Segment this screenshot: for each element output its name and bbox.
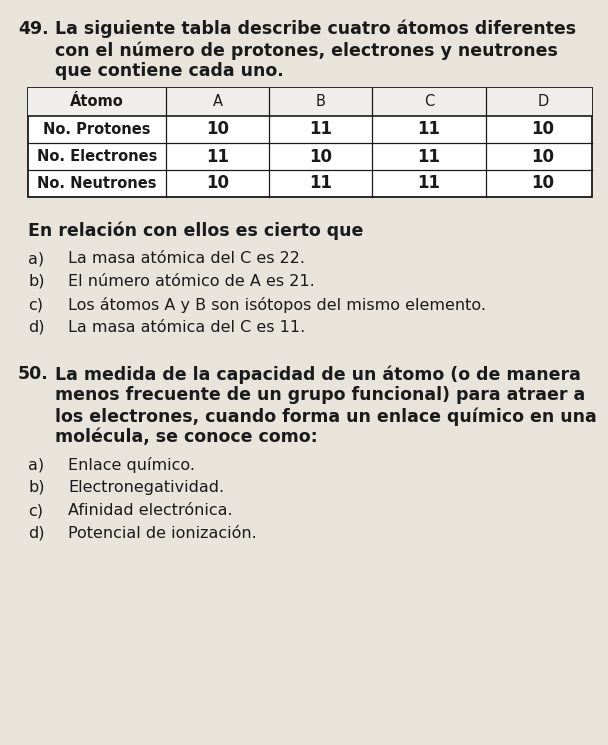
- Bar: [28, 88, 592, 116]
- Text: Electronegatividad.: Electronegatividad.: [68, 480, 224, 495]
- Bar: [28, 88, 592, 197]
- Text: 11: 11: [418, 121, 441, 139]
- Text: No. Neutrones: No. Neutrones: [37, 176, 157, 191]
- Text: d): d): [28, 320, 44, 335]
- Text: 10: 10: [206, 121, 229, 139]
- Text: La masa atómica del C es 22.: La masa atómica del C es 22.: [68, 251, 305, 266]
- Text: 10: 10: [531, 121, 554, 139]
- Text: No. Protones: No. Protones: [43, 122, 151, 137]
- Text: B: B: [316, 95, 325, 110]
- Text: 11: 11: [309, 121, 332, 139]
- Text: a): a): [28, 251, 44, 266]
- Text: los electrones, cuando forma un enlace químico en una: los electrones, cuando forma un enlace q…: [55, 407, 596, 425]
- Text: 11: 11: [418, 174, 441, 192]
- Text: C: C: [424, 95, 434, 110]
- Text: que contiene cada uno.: que contiene cada uno.: [55, 62, 284, 80]
- Text: No. Electrones: No. Electrones: [37, 149, 157, 164]
- Text: La masa atómica del C es 11.: La masa atómica del C es 11.: [68, 320, 305, 335]
- Text: En relación con ellos es cierto que: En relación con ellos es cierto que: [28, 221, 364, 239]
- Text: 10: 10: [206, 174, 229, 192]
- Text: Potencial de ionización.: Potencial de ionización.: [68, 526, 257, 541]
- Text: Átomo: Átomo: [70, 95, 124, 110]
- Text: 11: 11: [309, 174, 332, 192]
- Text: La siguiente tabla describe cuatro átomos diferentes: La siguiente tabla describe cuatro átomo…: [55, 20, 576, 39]
- Text: Enlace químico.: Enlace químico.: [68, 457, 195, 473]
- Text: b): b): [28, 274, 44, 289]
- Text: a): a): [28, 457, 44, 472]
- Text: con el número de protones, electrones y neutrones: con el número de protones, electrones y …: [55, 41, 558, 60]
- Text: El número atómico de A es 21.: El número atómico de A es 21.: [68, 274, 315, 289]
- Text: c): c): [28, 503, 43, 518]
- Text: A: A: [213, 95, 223, 110]
- Text: menos frecuente de un grupo funcional) para atraer a: menos frecuente de un grupo funcional) p…: [55, 386, 586, 404]
- Text: 10: 10: [309, 148, 332, 165]
- Text: 10: 10: [531, 174, 554, 192]
- Text: c): c): [28, 297, 43, 312]
- Text: Afinidad electrónica.: Afinidad electrónica.: [68, 503, 233, 518]
- Text: d): d): [28, 526, 44, 541]
- Text: molécula, se conoce como:: molécula, se conoce como:: [55, 428, 318, 446]
- Text: 50.: 50.: [18, 365, 49, 383]
- Text: La medida de la capacidad de un átomo (o de manera: La medida de la capacidad de un átomo (o…: [55, 365, 581, 384]
- Text: b): b): [28, 480, 44, 495]
- Text: 11: 11: [418, 148, 441, 165]
- Text: 49.: 49.: [18, 20, 49, 38]
- Text: D: D: [537, 95, 548, 110]
- Text: Los átomos A y B son isótopos del mismo elemento.: Los átomos A y B son isótopos del mismo …: [68, 297, 486, 313]
- Text: 10: 10: [531, 148, 554, 165]
- Text: 11: 11: [206, 148, 229, 165]
